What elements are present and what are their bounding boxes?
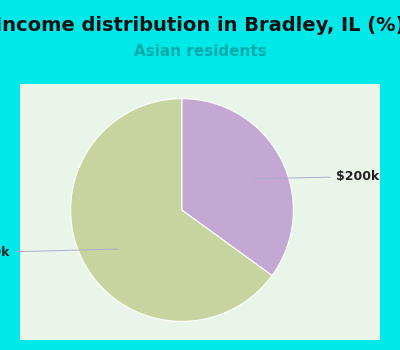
- Wedge shape: [182, 99, 293, 275]
- Text: $200k: $200k: [254, 170, 379, 183]
- Text: Asian residents: Asian residents: [134, 44, 266, 59]
- Text: $40k: $40k: [0, 246, 118, 259]
- Wedge shape: [71, 99, 272, 321]
- Text: Income distribution in Bradley, IL (%): Income distribution in Bradley, IL (%): [0, 16, 400, 35]
